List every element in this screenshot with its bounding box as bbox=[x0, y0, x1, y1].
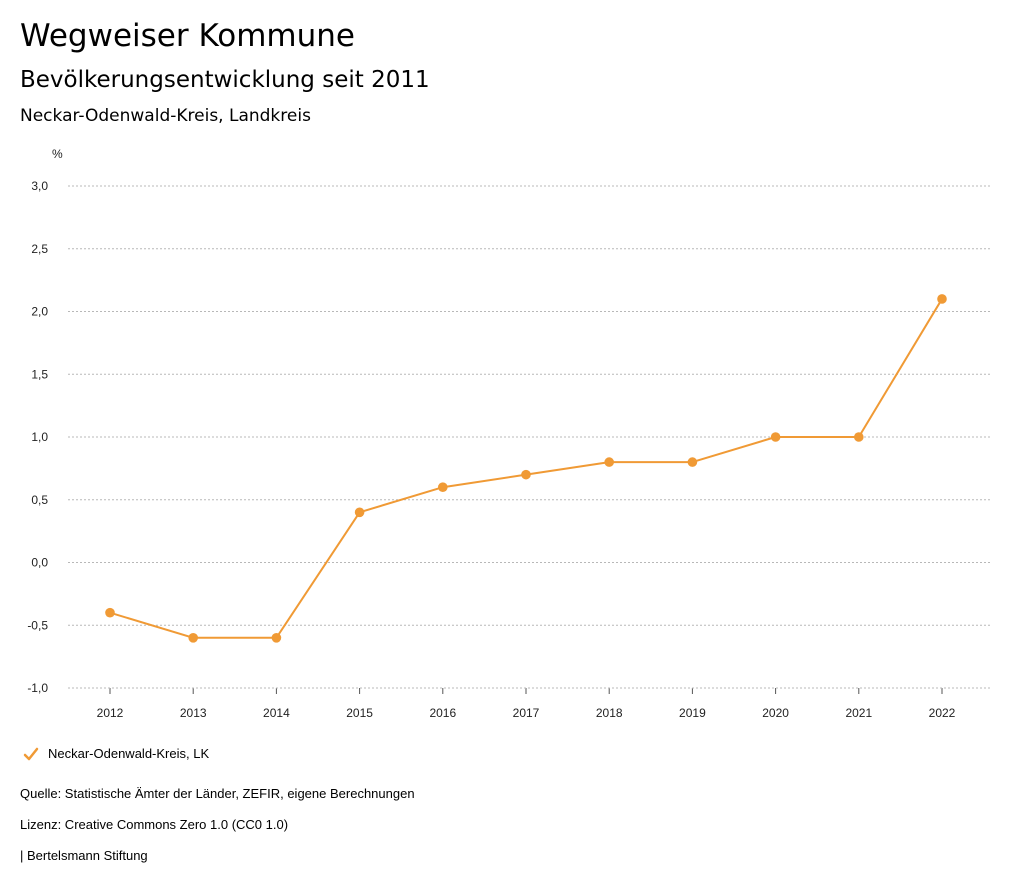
line-chart: % -1,0 -0,5 0,0 0,5 1,0 1,5 2,0 2,5 3,0 2012 2013 20… bbox=[27, 147, 990, 720]
x-tick-label: 2016 bbox=[429, 706, 456, 720]
publisher-note: | Bertelsmann Stiftung bbox=[20, 848, 148, 863]
data-point bbox=[521, 469, 531, 480]
data-point bbox=[854, 432, 864, 442]
legend-check-icon-svg bbox=[23, 747, 39, 761]
y-tick-label: 1,0 bbox=[31, 430, 48, 444]
series-line bbox=[109, 297, 943, 639]
x-tick-label: 2022 bbox=[929, 706, 956, 720]
y-tick-label: 2,0 bbox=[31, 305, 48, 319]
data-point bbox=[604, 457, 614, 467]
y-tick-label: 1,5 bbox=[31, 367, 48, 381]
data-point bbox=[687, 457, 698, 467]
x-tick-label: 2019 bbox=[679, 706, 706, 720]
y-tick-label: 3,0 bbox=[31, 179, 48, 193]
y-tick-label: 0,0 bbox=[31, 556, 48, 570]
y-tick-label: 0,5 bbox=[31, 493, 48, 507]
x-tick-label: 2015 bbox=[346, 706, 373, 720]
data-point bbox=[770, 432, 781, 442]
page-subtitle: Bevölkerungsentwicklung seit 2011 bbox=[20, 67, 430, 93]
legend-label: Neckar-Odenwald-Kreis, LK bbox=[48, 746, 210, 761]
y-axis-unit-label: % bbox=[52, 147, 63, 161]
x-tick-label: 2017 bbox=[513, 706, 540, 720]
legend-check-mark bbox=[23, 747, 39, 761]
data-point bbox=[271, 633, 282, 643]
y-tick-label: 2,5 bbox=[31, 242, 48, 256]
check-icon bbox=[22, 745, 40, 763]
data-point bbox=[354, 507, 365, 518]
data-point bbox=[105, 607, 115, 618]
data-point bbox=[937, 294, 947, 304]
data-point bbox=[188, 633, 198, 643]
data-point bbox=[438, 482, 448, 493]
chart-legend: Neckar-Odenwald-Kreis, LK bbox=[22, 744, 209, 764]
x-tick-label: 2021 bbox=[845, 706, 872, 720]
x-tick-label: 2012 bbox=[97, 706, 124, 720]
x-tick-label: 2020 bbox=[762, 706, 789, 720]
source-note: Quelle: Statistische Ämter der Länder, Z… bbox=[20, 786, 415, 801]
x-tick-label: 2018 bbox=[596, 706, 623, 720]
y-tick-label: -1,0 bbox=[27, 681, 48, 695]
page-title: Wegweiser Kommune bbox=[20, 18, 355, 54]
license-note: Lizenz: Creative Commons Zero 1.0 (CC0 1… bbox=[20, 817, 289, 832]
x-tick-label: 2013 bbox=[180, 706, 207, 720]
region-name: Neckar-Odenwald-Kreis, Landkreis bbox=[20, 106, 311, 126]
x-tick-label: 2014 bbox=[263, 706, 290, 720]
y-tick-label: -0,5 bbox=[27, 618, 48, 632]
